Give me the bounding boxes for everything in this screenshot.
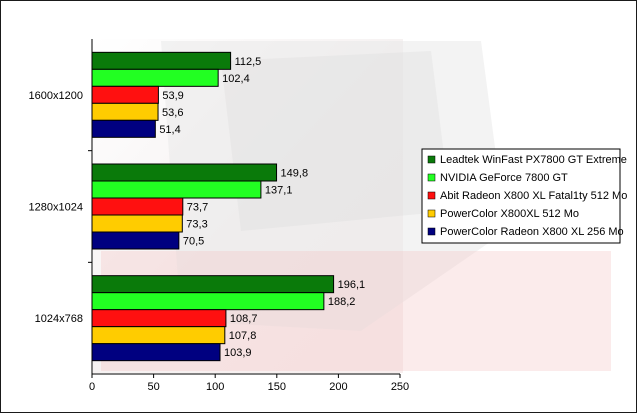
- x-tick-label: 50: [147, 381, 159, 393]
- data-label: 112,5: [235, 56, 262, 68]
- legend-box: [421, 148, 621, 244]
- bar: [91, 343, 221, 362]
- bar: [91, 292, 325, 311]
- category-label: 1600x1200: [29, 90, 83, 102]
- bar: [91, 309, 227, 328]
- tick-labels: 0 50 100 150 200 250 1600x1200 1280x1024 1024x76…: [29, 90, 410, 393]
- legend-swatch: [427, 173, 436, 182]
- x-tick-label: 100: [206, 381, 224, 393]
- x-tick-label: 250: [391, 381, 409, 393]
- data-label: 196,1: [338, 279, 366, 291]
- bar: [91, 51, 232, 70]
- bar: [91, 68, 219, 87]
- legend-entry: NVIDIA GeForce 7800 GT: [440, 172, 568, 184]
- data-label: 137,1: [265, 185, 293, 197]
- legend-swatch: [427, 155, 436, 164]
- bar: [91, 180, 262, 199]
- x-tick-label: 0: [89, 381, 95, 393]
- data-label: 102,4: [222, 73, 250, 85]
- data-label: 51,4: [159, 124, 180, 136]
- legend-swatch: [427, 191, 436, 200]
- x-tick-label: 200: [329, 381, 347, 393]
- data-label: 108,7: [230, 313, 258, 325]
- bar: [91, 231, 180, 250]
- data-label: 70,5: [183, 236, 204, 248]
- bar: [91, 214, 183, 233]
- legend: Leadtek WinFast PX7800 GT Extreme NVIDIA …: [421, 148, 627, 244]
- legend-entry: Leadtek WinFast PX7800 GT Extreme: [440, 154, 627, 166]
- legend-swatch: [427, 227, 436, 236]
- data-label: 73,7: [187, 202, 208, 214]
- data-label: 73,3: [186, 219, 207, 231]
- legend-swatch: [427, 209, 436, 218]
- bar: [91, 326, 226, 345]
- x-tick-label: 150: [268, 381, 286, 393]
- data-label: 188,2: [328, 296, 356, 308]
- bar: [91, 119, 156, 138]
- data-label: 53,9: [162, 90, 183, 102]
- data-label: 149,8: [281, 168, 309, 180]
- data-label: 53,6: [162, 107, 183, 119]
- category-label: 1024x768: [35, 313, 83, 325]
- bar: [91, 197, 184, 216]
- bar: [91, 275, 335, 294]
- bar-series: [91, 51, 335, 362]
- bar: [91, 102, 159, 121]
- legend-entry: PowerColor X800XL 512 Mo: [440, 208, 579, 220]
- data-labels: 112,5 102,4 53,9 53,6 51,4 149,8 137,1 73,7 73,3…: [159, 56, 365, 359]
- data-label: 107,8: [229, 330, 257, 342]
- legend-entry: Abit Radeon X800 XL Fatal1ty 512 Mo: [440, 190, 627, 202]
- bar: [91, 163, 278, 182]
- data-label: 103,9: [224, 347, 252, 359]
- legend-entry: PowerColor Radeon X800 XL 256 Mo: [440, 226, 624, 238]
- bar: [91, 85, 159, 104]
- category-label: 1280x1024: [29, 202, 83, 214]
